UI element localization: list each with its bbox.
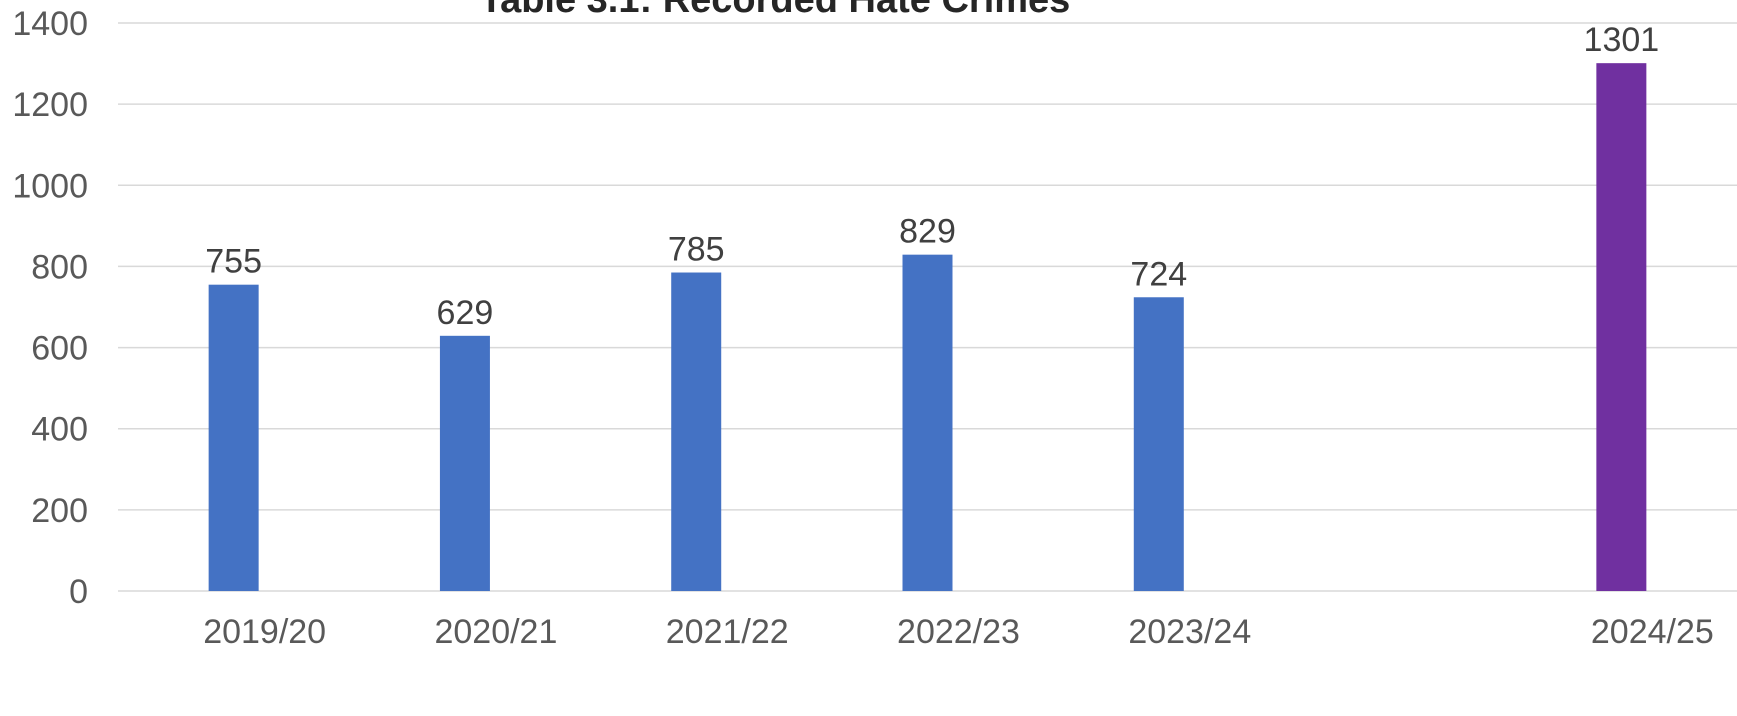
x-tick-label: 2021/22: [666, 613, 789, 651]
bars: [208, 63, 1647, 592]
y-tick-label: 1000: [12, 167, 88, 205]
y-tick-label: 200: [31, 492, 88, 530]
x-tick-label: 2023/24: [1128, 613, 1251, 651]
x-tick-label: 2024/25: [1591, 613, 1714, 651]
bar: [439, 335, 490, 591]
data-label: 785: [668, 231, 725, 269]
bar: [902, 254, 953, 592]
y-axis-tick-labels: 0 200 400 600 800 1000 1200 1400: [12, 5, 88, 611]
y-tick-label: 400: [31, 411, 88, 449]
bar: [1133, 297, 1184, 591]
y-tick-label: 1400: [12, 5, 88, 43]
x-tick-label: 2020/21: [434, 613, 557, 651]
bar: [208, 284, 259, 591]
x-tick-label: 2022/23: [897, 613, 1020, 651]
data-label: 829: [899, 213, 956, 251]
bar: [671, 272, 722, 591]
data-label: 755: [205, 243, 262, 281]
data-labels: 755 629 785 829 724 1301: [205, 21, 1659, 332]
data-label: 724: [1130, 255, 1187, 293]
y-tick-label: 600: [31, 330, 88, 368]
y-tick-label: 1200: [12, 86, 88, 124]
data-label: 1301: [1584, 21, 1660, 59]
chart-title: Table 3.1: Recorded Hate Crimes: [480, 0, 1071, 21]
y-tick-label: 800: [31, 248, 88, 286]
x-tick-label: 2019/20: [203, 613, 326, 651]
bar: [1596, 63, 1647, 592]
y-tick-label: 0: [69, 573, 88, 611]
x-axis-tick-labels: 2019/20 2020/21 2021/22 2022/23 2023/24 2024/…: [203, 613, 1714, 651]
data-label: 629: [437, 294, 494, 332]
